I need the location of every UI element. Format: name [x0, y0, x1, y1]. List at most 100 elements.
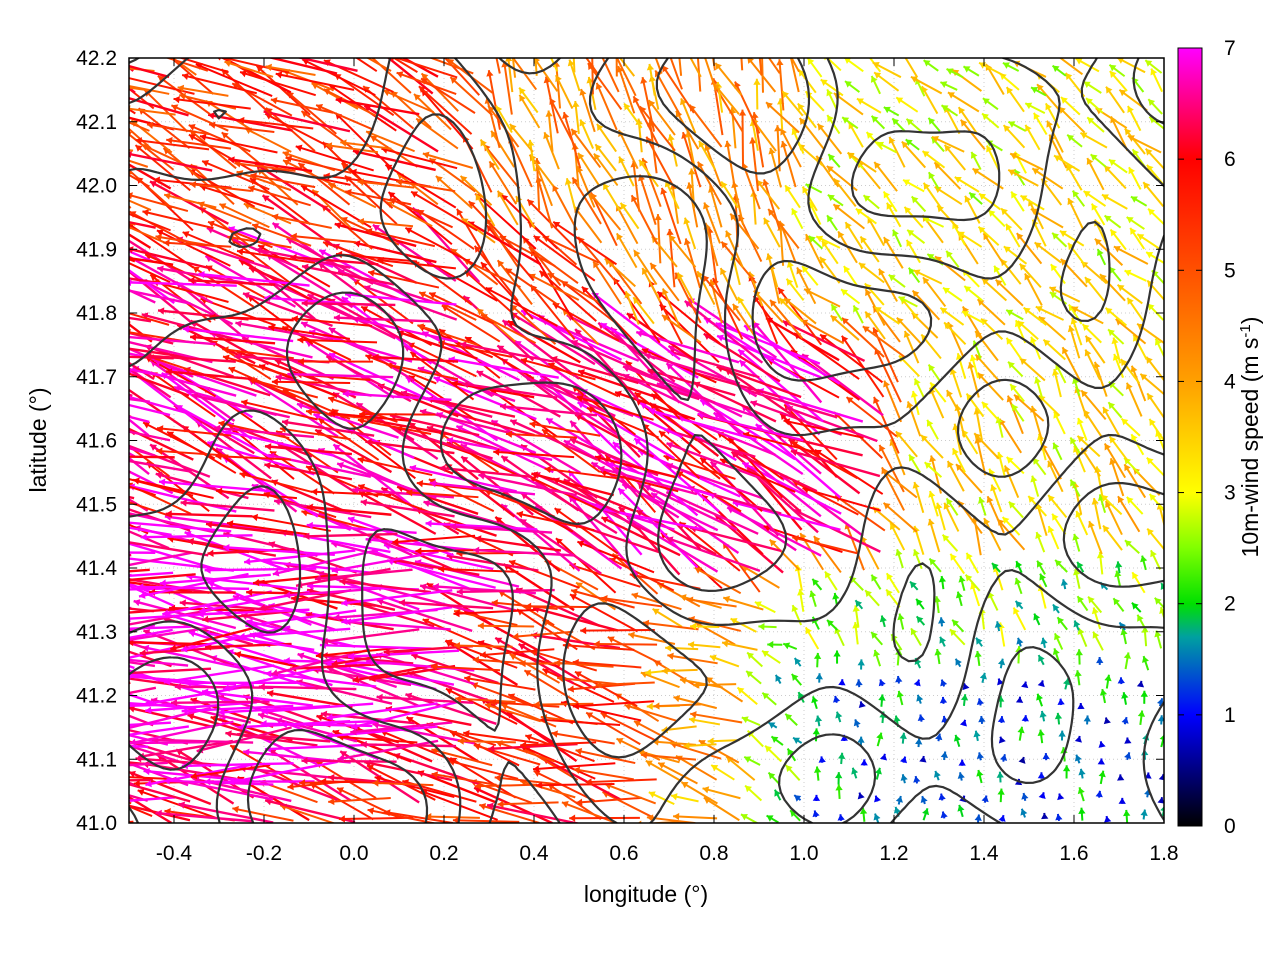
wind-vector-head	[367, 764, 374, 772]
colorbar-tick-label: 3	[1224, 482, 1236, 505]
wind-vector-head	[707, 737, 714, 745]
wind-vector-shaft	[301, 759, 397, 763]
wind-vector-head	[794, 658, 802, 665]
wind-vector-head	[479, 803, 487, 811]
x-tick-label: 0.4	[519, 842, 549, 865]
wind-vector-shaft	[494, 636, 575, 685]
wind-vector-head	[1154, 630, 1162, 638]
wind-vector-head	[1136, 680, 1145, 688]
wind-vector-head	[473, 743, 481, 751]
wind-vector-head	[737, 687, 745, 695]
wind-vector-head	[600, 712, 608, 719]
wind-vector-shaft	[533, 770, 596, 802]
x-tick-label: 1.0	[789, 842, 818, 865]
wind-vector-head	[730, 618, 738, 625]
wind-vector-shaft	[600, 712, 659, 743]
wind-vector-head	[1037, 772, 1046, 779]
wind-vector-head	[1063, 678, 1071, 686]
wind-vector-head	[406, 717, 414, 724]
wind-vector-head	[1104, 674, 1112, 682]
wind-vector-head	[1021, 681, 1029, 689]
wind-vector-head	[1140, 690, 1148, 697]
wind-vector-head	[661, 667, 668, 675]
wind-vector-head	[1062, 765, 1071, 772]
wind-vector-shaft	[497, 801, 559, 806]
wind-vector-head	[702, 786, 710, 794]
wind-vector-head	[876, 732, 884, 740]
wind-vector-head	[497, 800, 504, 808]
wind-vector-head	[155, 809, 162, 818]
wind-vector-head	[960, 694, 969, 701]
y-tick-label: 41.9	[76, 238, 117, 261]
wind-vector-head	[232, 805, 239, 814]
wind-vector-shaft	[266, 691, 353, 709]
wind-vector-head	[1160, 806, 1164, 812]
wind-vector-head	[634, 720, 641, 728]
wind-vector-shaft	[445, 687, 518, 725]
wind-vector-head	[477, 622, 484, 630]
wind-vector-head	[1117, 774, 1125, 781]
wind-vector-head	[979, 672, 987, 680]
wind-vector-head	[838, 679, 846, 686]
wind-vector-head	[1140, 809, 1148, 816]
wind-vector-head	[316, 714, 324, 722]
wind-vector-head	[1141, 656, 1149, 663]
wind-vector-head	[258, 683, 265, 691]
wind-vector-head	[645, 760, 653, 767]
wind-vector-head	[411, 652, 419, 660]
wind-vector-head	[383, 648, 390, 656]
wind-vector-head	[1078, 807, 1086, 814]
wind-vector-shaft	[484, 703, 541, 723]
wind-vector-head	[326, 732, 333, 740]
wind-vector-head	[616, 737, 624, 745]
wind-vector-shaft	[573, 768, 634, 781]
wind-vector-head	[607, 636, 615, 643]
wind-vector-head	[327, 666, 335, 674]
wind-vector-head	[1038, 792, 1046, 800]
wind-vector-head	[805, 627, 812, 635]
wind-vector-head	[474, 782, 481, 790]
wind-vector-head	[569, 594, 577, 601]
wind-vector-head	[860, 759, 868, 766]
wind-vector-head	[348, 652, 355, 661]
wind-vector-head	[893, 715, 901, 723]
wind-vector-head	[204, 778, 211, 786]
wind-vector-head	[1054, 712, 1063, 720]
wind-vector-head	[797, 692, 805, 700]
wind-vector-shaft	[640, 753, 697, 761]
wind-vector-head	[572, 702, 580, 710]
wind-vector-head	[900, 756, 908, 764]
wind-vector-shaft	[645, 759, 683, 783]
y-tick-label: 41.2	[76, 685, 117, 708]
wind-vector-head	[793, 737, 801, 744]
wind-vector-head	[900, 774, 908, 781]
wind-vector-shaft	[297, 652, 398, 689]
wind-vector-head	[1037, 729, 1045, 736]
wind-vector-shaft	[643, 820, 682, 823]
wind-vector-head	[133, 779, 140, 788]
wind-vector-shaft	[174, 685, 274, 689]
y-tick-label: 41.8	[76, 302, 117, 325]
colorbar-tick-label: 7	[1224, 37, 1236, 60]
wind-vector-head	[959, 719, 967, 727]
wind-vector-head	[1121, 717, 1129, 724]
wind-vector-shaft	[574, 670, 638, 708]
wind-vector-shaft	[210, 655, 319, 690]
wind-vector-head	[775, 674, 782, 682]
wind-vector-head	[337, 754, 345, 762]
wind-vector-shaft	[532, 762, 616, 771]
wind-vector-shaft	[431, 772, 497, 786]
wind-vector-head	[267, 689, 274, 698]
wind-vector-head	[679, 676, 687, 685]
wind-vector-head	[557, 674, 564, 683]
wind-vector-head	[445, 639, 453, 647]
y-tick-label: 41.4	[76, 557, 117, 580]
wind-vector-shaft	[562, 644, 635, 651]
wind-vector-shaft	[376, 598, 473, 633]
wind-vector-head	[812, 794, 821, 801]
wind-vector-head	[706, 677, 714, 684]
wind-vector-shaft	[452, 819, 520, 823]
wind-vector-head	[815, 673, 824, 680]
wind-vector-shaft	[290, 663, 379, 670]
wind-vector-shaft	[679, 678, 723, 689]
